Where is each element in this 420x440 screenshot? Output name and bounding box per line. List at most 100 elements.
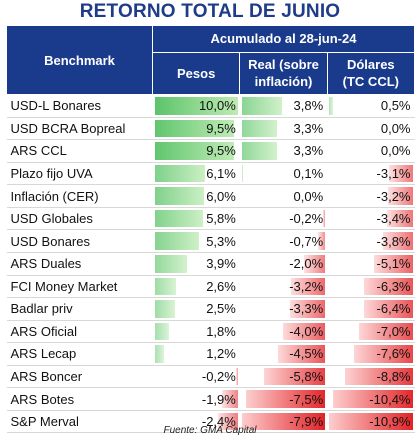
negative-data-bar (277, 345, 326, 363)
value-cell-pesos: 10,0% (152, 94, 240, 118)
benchmark-name: S&P Merval (6, 410, 153, 434)
column-header-real: Real (sobre inflación) (239, 51, 328, 96)
table-row: Badlar priv 2,5% -3,3% -6,4% (6, 297, 415, 321)
value-cell-real: -7,9% (239, 410, 328, 434)
value-cell-pesos: -0,2% (152, 365, 240, 389)
value-label-usd: -10,9% (369, 414, 411, 430)
negative-data-bar (291, 277, 326, 296)
value-label-pesos: 6,1% (206, 165, 236, 181)
table-row: USD Bonares 5,3% -0,7% -3,8% (6, 229, 415, 253)
value-cell-pesos: 5,3% (152, 229, 240, 253)
positive-data-bar (241, 164, 243, 183)
value-cell-real: -7,5% (239, 387, 328, 411)
benchmark-name: Badlar priv (6, 297, 153, 321)
negative-data-bar (345, 367, 413, 386)
value-cell-usd: -5,1% (327, 252, 415, 276)
value-label-usd: 0,5% (380, 98, 411, 114)
positive-data-bar (154, 300, 176, 318)
table-row: USD-L Bonares 10,0% 3,8% 0,5% (6, 94, 415, 118)
value-label-real: 3,3% (293, 143, 324, 159)
value-label-pesos: 9,5% (206, 120, 236, 136)
value-cell-real: 3,8% (239, 94, 328, 118)
column-header-usd-line2: (TC CCL) (342, 74, 399, 90)
value-cell-real: -3,2% (239, 275, 328, 299)
value-label-real: 3,3% (293, 120, 324, 136)
negative-data-bar (329, 412, 413, 431)
value-cell-pesos: 3,9% (152, 252, 240, 276)
value-cell-usd: 0,0% (327, 117, 415, 141)
table-row: ARS Duales 3,9% -2,0% -5,1% (6, 252, 415, 276)
value-cell-usd: -7,0% (327, 320, 415, 344)
positive-data-bar (154, 142, 234, 160)
benchmark-name: ARS Boncer (6, 365, 153, 389)
column-header-pesos: Pesos (151, 51, 241, 96)
negative-data-bar (263, 367, 326, 386)
positive-data-bar (154, 164, 206, 183)
value-label-usd: -6,3% (376, 278, 411, 294)
benchmark-name: Plazo fijo UVA (6, 162, 153, 186)
value-label-real: 0,0% (293, 188, 324, 204)
value-label-usd: -3,4% (376, 211, 411, 227)
value-cell-usd: 0,5% (327, 94, 415, 118)
negative-data-bar (363, 300, 413, 318)
negative-data-bar (333, 390, 413, 408)
negative-data-bar (388, 164, 413, 183)
value-label-pesos: 1,8% (206, 323, 236, 339)
value-label-pesos: 5,8% (206, 211, 236, 227)
value-cell-real: 3,3% (239, 139, 328, 163)
positive-data-bar (241, 97, 282, 115)
value-label-real: -0,2% (289, 211, 324, 227)
table-row: ARS Oficial 1,8% -4,0% -7,0% (6, 320, 415, 344)
table-row: ARS CCL 9,5% 3,3% 0,0% (6, 139, 415, 163)
negative-data-bar (222, 390, 238, 408)
value-label-real: -7,9% (289, 414, 324, 430)
positive-data-bar (154, 345, 165, 363)
value-label-usd: 0,0% (380, 120, 411, 136)
value-label-usd: -6,4% (376, 301, 411, 317)
benchmark-name: ARS CCL (6, 139, 153, 163)
column-header-pesos-label: Pesos (177, 65, 216, 81)
value-cell-usd: -3,1% (327, 162, 415, 186)
value-cell-pesos: 2,6% (152, 275, 240, 299)
source-note: Fuente: GMA Capital (163, 425, 257, 436)
chart-title: RETORNO TOTAL DE JUNIO (79, 1, 341, 22)
positive-data-bar (154, 209, 203, 228)
value-label-real: -3,2% (289, 278, 324, 294)
value-label-usd: -7,6% (376, 346, 411, 362)
value-label-usd: 0,0% (380, 143, 411, 159)
negative-data-bar (388, 187, 413, 205)
value-label-pesos: -2,4% (201, 414, 236, 430)
value-cell-pesos: 6,1% (152, 162, 240, 186)
value-label-pesos: 10,0% (198, 98, 236, 114)
value-label-real: -0,7% (289, 233, 324, 249)
benchmark-header: Benchmark (6, 25, 153, 95)
benchmark-name: ARS Lecap (6, 342, 153, 366)
negative-data-bar (236, 367, 238, 386)
positive-data-bar (241, 119, 277, 138)
value-cell-real: -4,5% (239, 342, 328, 366)
positive-data-bar (154, 254, 187, 273)
value-label-real: 3,8% (293, 98, 324, 114)
value-label-usd: -7,0% (376, 323, 411, 339)
positive-data-bar (154, 277, 177, 296)
value-label-pesos: 6,0% (206, 188, 236, 204)
value-label-pesos: 2,5% (206, 301, 236, 317)
value-cell-pesos: 1,8% (152, 320, 240, 344)
value-label-real: -2,0% (289, 256, 324, 272)
value-cell-real: 3,3% (239, 117, 328, 141)
value-cell-usd: -3,8% (327, 229, 415, 253)
value-label-real: 0,1% (293, 165, 324, 181)
benchmark-name: USD-L Bonares (6, 94, 153, 118)
table-row: Plazo fijo UVA 6,1% 0,1% -3,1% (6, 162, 415, 186)
negative-data-bar (383, 232, 413, 250)
value-label-pesos: 3,9% (206, 256, 236, 272)
value-label-usd: -3,8% (376, 233, 411, 249)
benchmark-name: ARS Duales (6, 252, 153, 276)
value-cell-pesos: 9,5% (152, 117, 240, 141)
benchmark-name: USD Bonares (6, 229, 153, 253)
value-cell-pesos: -1,9% (152, 387, 240, 411)
returns-table: Benchmark Acumulado al 28-jun-24 Pesos R… (6, 25, 416, 434)
negative-data-bar (373, 254, 413, 273)
negative-data-bar (364, 277, 413, 296)
table-row: USD BCRA Bopreal 9,5% 3,3% 0,0% (6, 117, 415, 141)
